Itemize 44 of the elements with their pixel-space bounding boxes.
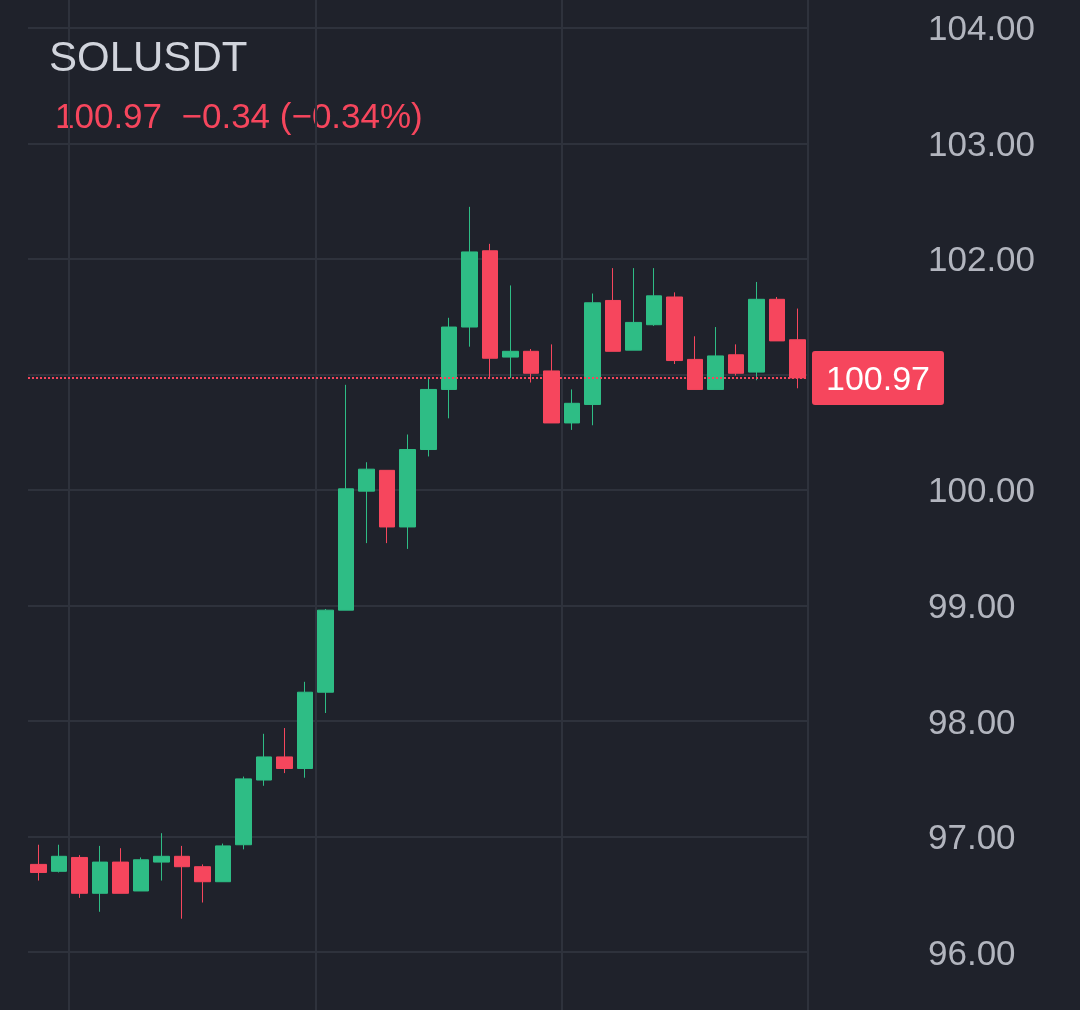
candlestick (338, 384, 354, 611)
candlestick (605, 267, 621, 352)
candlestick (646, 267, 662, 327)
text: SOLUSDT (49, 32, 248, 80)
candlestick (276, 727, 293, 774)
candlestick (584, 293, 601, 426)
candlestick (769, 296, 785, 342)
candlestick (728, 343, 744, 377)
candlestick (297, 681, 313, 779)
candlestick (420, 377, 437, 457)
candlestick (51, 844, 67, 873)
candlestick (441, 317, 457, 419)
candlestick (748, 281, 765, 381)
candlestick (133, 856, 149, 892)
y-tick-label: 102.00 (928, 239, 1036, 279)
annotation: 100.97 −0.34 (−0.34%) (55, 96, 423, 135)
candlestick (379, 469, 395, 544)
candlestick (358, 461, 375, 544)
candlestick (30, 844, 47, 882)
y-tick-label: 100.00 (928, 470, 1036, 510)
candlestick (399, 434, 416, 550)
candlestick (71, 854, 88, 899)
y-tick-label: 99.00 (928, 586, 1016, 626)
candlestick (235, 776, 252, 850)
candlestick (625, 267, 642, 351)
y-tick-label: 97.00 (928, 817, 1016, 857)
candlestick (174, 845, 190, 920)
y-tick-label: 104.00 (928, 8, 1036, 48)
candlestick (215, 843, 231, 883)
candlestick (153, 832, 170, 882)
candlestick (666, 291, 683, 365)
candlestick (194, 863, 211, 904)
candlestick (256, 733, 272, 787)
candlestick (112, 847, 129, 894)
candlestick (502, 284, 519, 379)
ref-line-label: 100.97 (826, 358, 930, 397)
y-tick-label: 98.00 (928, 701, 1016, 741)
y-tick-label: 103.00 (928, 123, 1036, 163)
candlestick (707, 326, 724, 390)
candlestick (564, 388, 580, 431)
y-tick-label: 96.00 (928, 932, 1016, 972)
candlestick (461, 206, 478, 348)
candlestick (92, 845, 108, 913)
candlestick (317, 608, 334, 714)
